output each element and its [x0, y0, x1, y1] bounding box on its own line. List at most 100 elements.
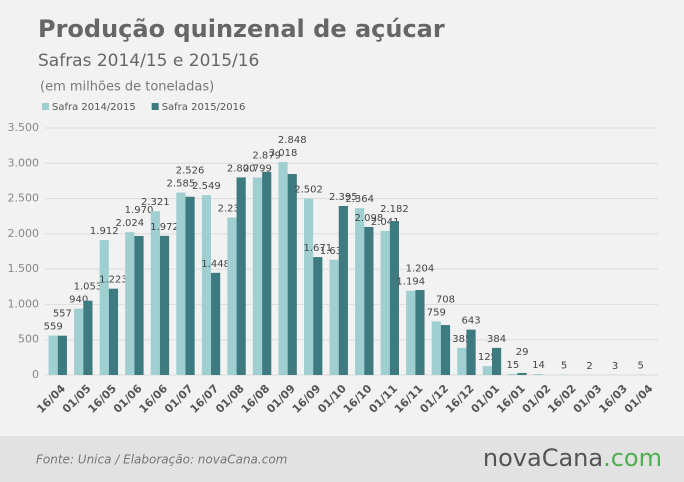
y-tick-label: 2.000	[8, 227, 40, 240]
value-label: 1.053	[74, 282, 103, 293]
value-label: 2.848	[278, 135, 307, 146]
bar	[108, 288, 119, 375]
y-tick-label: 3.000	[8, 156, 40, 169]
bar	[415, 290, 425, 375]
value-label: 2.800	[227, 163, 256, 174]
bar	[457, 347, 467, 375]
legend-swatch	[42, 103, 49, 110]
value-label: 2.233	[218, 203, 247, 214]
bar	[185, 196, 195, 375]
footer-band	[0, 436, 684, 482]
value-label: 759	[427, 307, 446, 318]
bar	[533, 374, 544, 375]
bar	[48, 335, 58, 375]
bar	[406, 290, 416, 375]
value-label: 1.194	[396, 277, 425, 288]
bar	[329, 259, 339, 375]
bar	[176, 192, 186, 375]
y-tick-label: 0	[32, 368, 39, 381]
bar	[508, 373, 518, 375]
bar	[440, 325, 451, 375]
value-label: 3	[612, 361, 618, 372]
bar	[364, 226, 374, 375]
value-label: 125	[478, 352, 497, 363]
value-label: 2	[586, 361, 592, 372]
value-label: 2.321	[141, 197, 170, 208]
bar	[125, 232, 135, 375]
legend-label: Safra 2015/2016	[162, 102, 246, 113]
value-label: 643	[461, 316, 480, 327]
bar	[303, 198, 314, 375]
value-label: 3.018	[269, 148, 298, 159]
bar	[338, 205, 348, 375]
bar	[236, 177, 246, 375]
value-label: 2.526	[176, 166, 205, 177]
y-tick-label: 2.500	[8, 192, 40, 205]
value-label: 2.549	[192, 181, 221, 192]
value-label: 5	[561, 361, 567, 372]
bar	[99, 240, 109, 375]
value-label: 2.041	[371, 217, 400, 228]
value-label: 2.098	[355, 213, 384, 224]
chart-subtitle: Safras 2014/15 e 2015/16	[38, 51, 259, 71]
value-label: 708	[436, 294, 455, 305]
value-label: 2.879	[252, 150, 281, 161]
value-label: 5	[637, 361, 643, 372]
y-tick-label: 3.500	[8, 121, 40, 134]
bar	[482, 366, 492, 375]
value-label: 1.448	[201, 259, 230, 270]
value-label: 2.585	[167, 179, 196, 190]
value-label: 1.970	[125, 205, 154, 216]
bar	[57, 335, 67, 375]
bar	[389, 221, 400, 375]
bar	[252, 177, 263, 375]
logo: novaCana.com	[483, 444, 662, 472]
bar	[227, 217, 237, 375]
logo-part: .com	[603, 444, 662, 472]
bar	[431, 321, 441, 375]
bar	[287, 174, 297, 375]
value-label: 2.502	[294, 184, 323, 195]
value-label: 1.912	[90, 226, 119, 237]
value-label: 1.204	[406, 264, 435, 275]
bar	[150, 211, 160, 375]
bar	[211, 272, 221, 375]
value-label: 29	[516, 347, 529, 358]
value-label: 940	[69, 295, 88, 306]
bar	[313, 257, 323, 375]
value-label: 2.182	[380, 204, 409, 215]
bar	[466, 329, 476, 375]
chart-title: Produção quinzenal de açúcar	[38, 15, 445, 43]
bar	[83, 300, 93, 375]
value-label: 559	[44, 322, 63, 333]
value-label: 2.024	[115, 218, 144, 229]
value-label: 384	[487, 334, 506, 345]
bar	[201, 195, 212, 375]
value-label: 15	[507, 360, 520, 371]
logo-part: nova	[483, 444, 542, 472]
legend-swatch	[151, 103, 159, 110]
y-tick-label: 500	[18, 333, 39, 346]
value-label: 557	[53, 309, 72, 320]
legend-label: Safra 2014/2015	[52, 102, 136, 113]
value-label: 1.671	[303, 243, 332, 254]
bar	[134, 235, 144, 375]
y-tick-label: 1.000	[8, 297, 40, 310]
bar	[517, 372, 527, 375]
source: Fonte: Unica / Elaboração: novaCana.com	[36, 453, 287, 467]
value-label: 1.223	[99, 275, 128, 286]
bar	[491, 347, 502, 375]
bar	[355, 208, 365, 375]
bar	[262, 171, 272, 375]
value-label: 14	[532, 360, 545, 371]
bar	[74, 308, 84, 375]
bar	[159, 235, 170, 375]
value-label: 2.395	[329, 192, 358, 203]
value-label: 2.364	[345, 194, 374, 205]
bar	[278, 162, 288, 375]
value-label: 385	[452, 334, 471, 345]
value-label: 2.799	[243, 163, 272, 174]
y-tick-label: 1.500	[8, 262, 40, 275]
unit-note: (em milhões de toneladas)	[40, 80, 214, 95]
